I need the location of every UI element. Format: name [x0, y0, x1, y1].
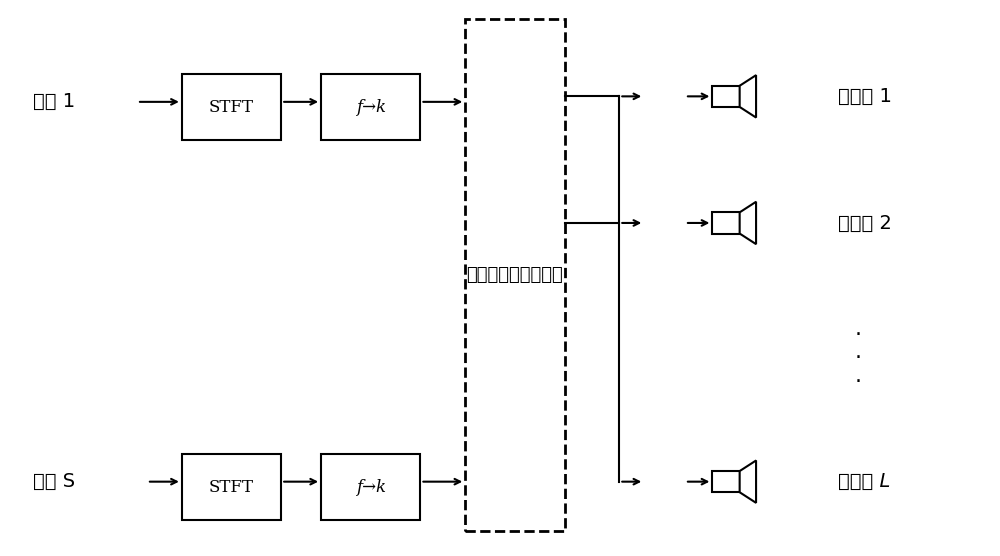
Text: 扬声器 L: 扬声器 L — [838, 472, 890, 491]
Bar — [712, 86, 740, 107]
Bar — [712, 471, 740, 492]
FancyBboxPatch shape — [182, 454, 281, 520]
FancyBboxPatch shape — [465, 19, 565, 531]
Polygon shape — [740, 460, 756, 503]
Text: f→k: f→k — [356, 479, 386, 495]
Text: 扬声器 2: 扬声器 2 — [838, 214, 892, 232]
Polygon shape — [740, 75, 756, 117]
Polygon shape — [740, 202, 756, 244]
FancyBboxPatch shape — [321, 75, 420, 140]
FancyBboxPatch shape — [321, 454, 420, 520]
Text: 扬声器驱动信号求解: 扬声器驱动信号求解 — [467, 266, 563, 284]
Text: 声源 S: 声源 S — [33, 472, 75, 491]
Text: STFT: STFT — [209, 479, 254, 495]
Text: 扬声器 1: 扬声器 1 — [838, 87, 892, 106]
Text: .
.
.: . . . — [854, 319, 862, 385]
FancyBboxPatch shape — [182, 75, 281, 140]
Text: f→k: f→k — [356, 99, 386, 116]
Bar — [712, 212, 740, 234]
Text: 声源 1: 声源 1 — [33, 92, 75, 111]
Text: STFT: STFT — [209, 99, 254, 116]
